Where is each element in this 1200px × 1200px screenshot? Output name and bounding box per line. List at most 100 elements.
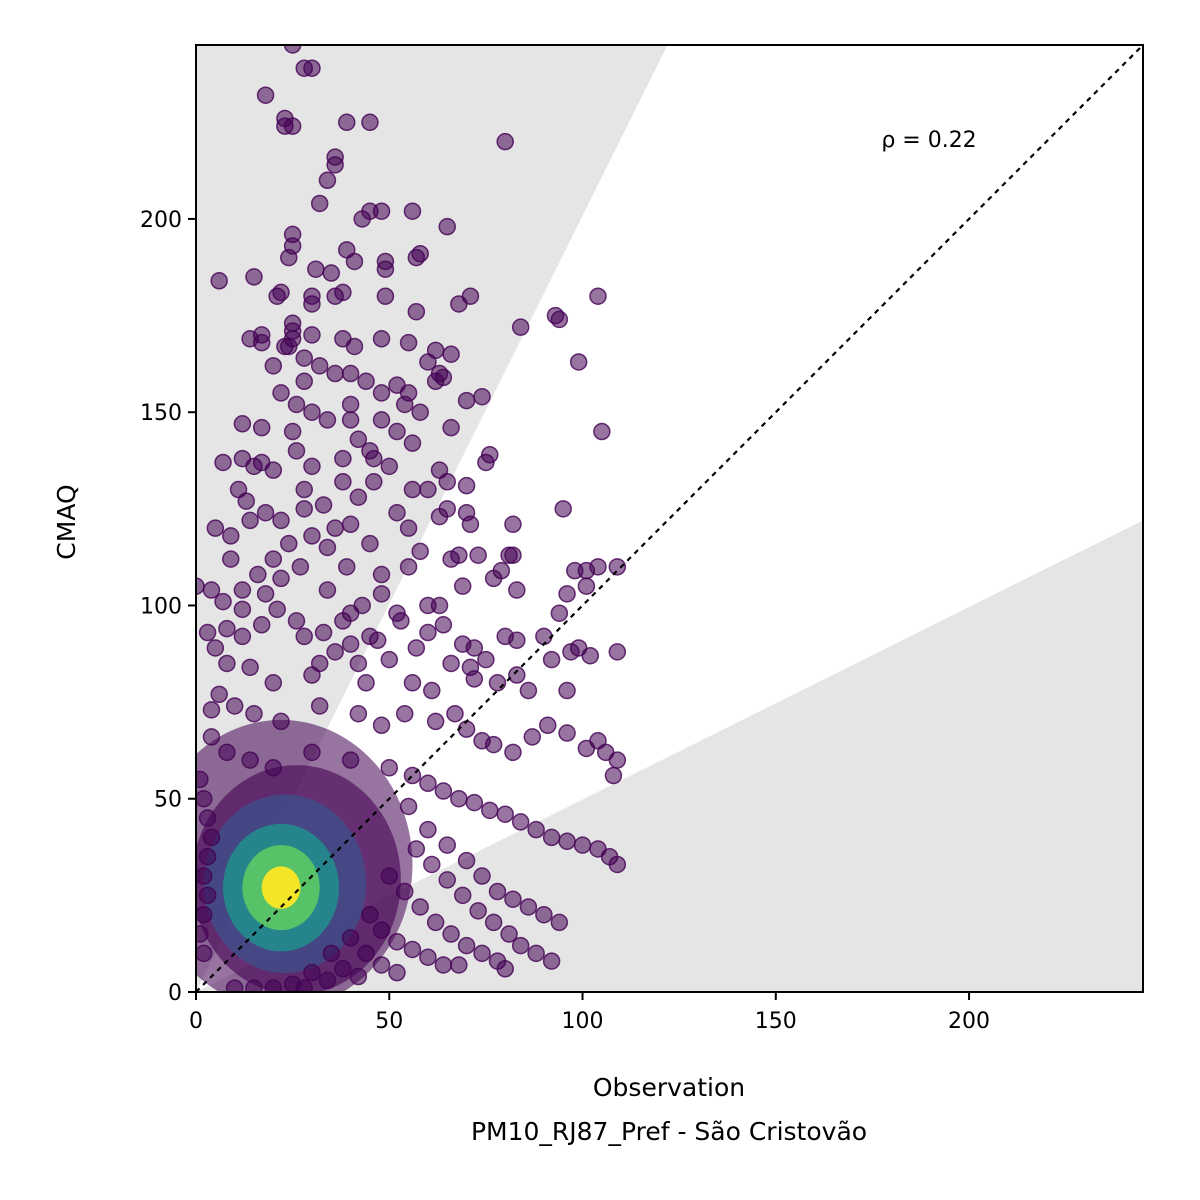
data-point [508,666,526,684]
data-point [473,944,491,963]
data-point [222,550,240,568]
data-point [295,500,313,518]
data-point [361,534,379,553]
data-point [450,956,468,974]
data-point [573,836,592,854]
x-axis-label: Observation [593,1073,745,1102]
data-point [504,743,522,762]
data-point [419,948,437,966]
data-point [225,697,244,715]
data-point [504,546,522,564]
data-point [589,558,607,576]
y-tick-label: 200 [140,208,182,233]
data-point [198,847,217,866]
data-point [504,515,522,534]
data-point [554,500,572,518]
data-point [245,979,263,992]
data-point [272,712,290,731]
data-point [577,577,596,595]
data-point [225,979,244,992]
data-point [334,612,352,630]
data-point [527,820,545,839]
data-point [399,519,418,537]
data-point [542,828,561,847]
y-axis: 0 50 100 150 200 [140,208,196,1006]
data-point [608,643,627,661]
data-point [345,252,364,271]
data-point [372,585,391,603]
data-point [407,840,426,858]
data-point [388,604,406,622]
data-point [341,635,360,653]
data-point [280,337,298,356]
data-point [430,364,449,383]
data-point [264,461,283,479]
data-point [508,581,526,599]
data-point [314,623,333,642]
data-point [349,704,368,723]
data-point [357,372,375,391]
data-point [295,979,313,992]
data-point [272,511,290,530]
data-point [337,558,356,576]
data-point [349,654,368,673]
data-point [264,550,283,568]
data-point [206,519,225,537]
data-point [457,476,476,495]
y-tick-label: 50 [154,788,182,813]
data-point [457,851,476,870]
data-point [287,612,306,630]
data-point [322,264,341,282]
data-point [272,569,290,588]
data-point [218,654,236,673]
data-point [252,333,271,352]
x-tick-label: 150 [755,1009,797,1034]
data-point [318,171,337,190]
data-point [241,658,259,677]
data-point [202,728,221,746]
data-point [196,577,205,595]
data-point [407,302,426,321]
data-point [438,500,456,518]
scatter-points [196,45,627,992]
data-point [461,515,480,534]
data-point [473,387,491,406]
data-point [341,751,360,769]
data-point [326,156,344,174]
data-point [318,538,337,557]
data-point [380,457,399,476]
data-point [349,488,368,506]
data-point [581,646,600,665]
data-point [589,287,607,305]
data-point [395,704,414,723]
data-point [523,728,542,746]
data-point [442,925,460,943]
data-point [399,333,418,352]
data-point [252,418,271,437]
data-point [395,395,414,414]
data-point [287,442,306,460]
data-point [434,616,453,634]
data-point [519,898,538,916]
data-point [303,326,321,344]
x-tick-label: 50 [375,1009,403,1034]
data-point [419,353,437,371]
data-point [457,720,476,738]
data-point [457,936,476,955]
data-point [442,418,460,437]
data-point [434,782,453,800]
data-point [508,631,526,650]
data-point [318,971,337,990]
data-point [403,202,422,220]
data-point [399,797,418,816]
data-point [438,217,456,236]
data-point [233,581,252,599]
data-point [233,600,252,619]
data-point [372,384,391,402]
data-point [272,384,290,402]
data-point [341,364,360,383]
data-point [535,627,553,646]
data-point [326,364,344,383]
data-point [280,534,298,553]
